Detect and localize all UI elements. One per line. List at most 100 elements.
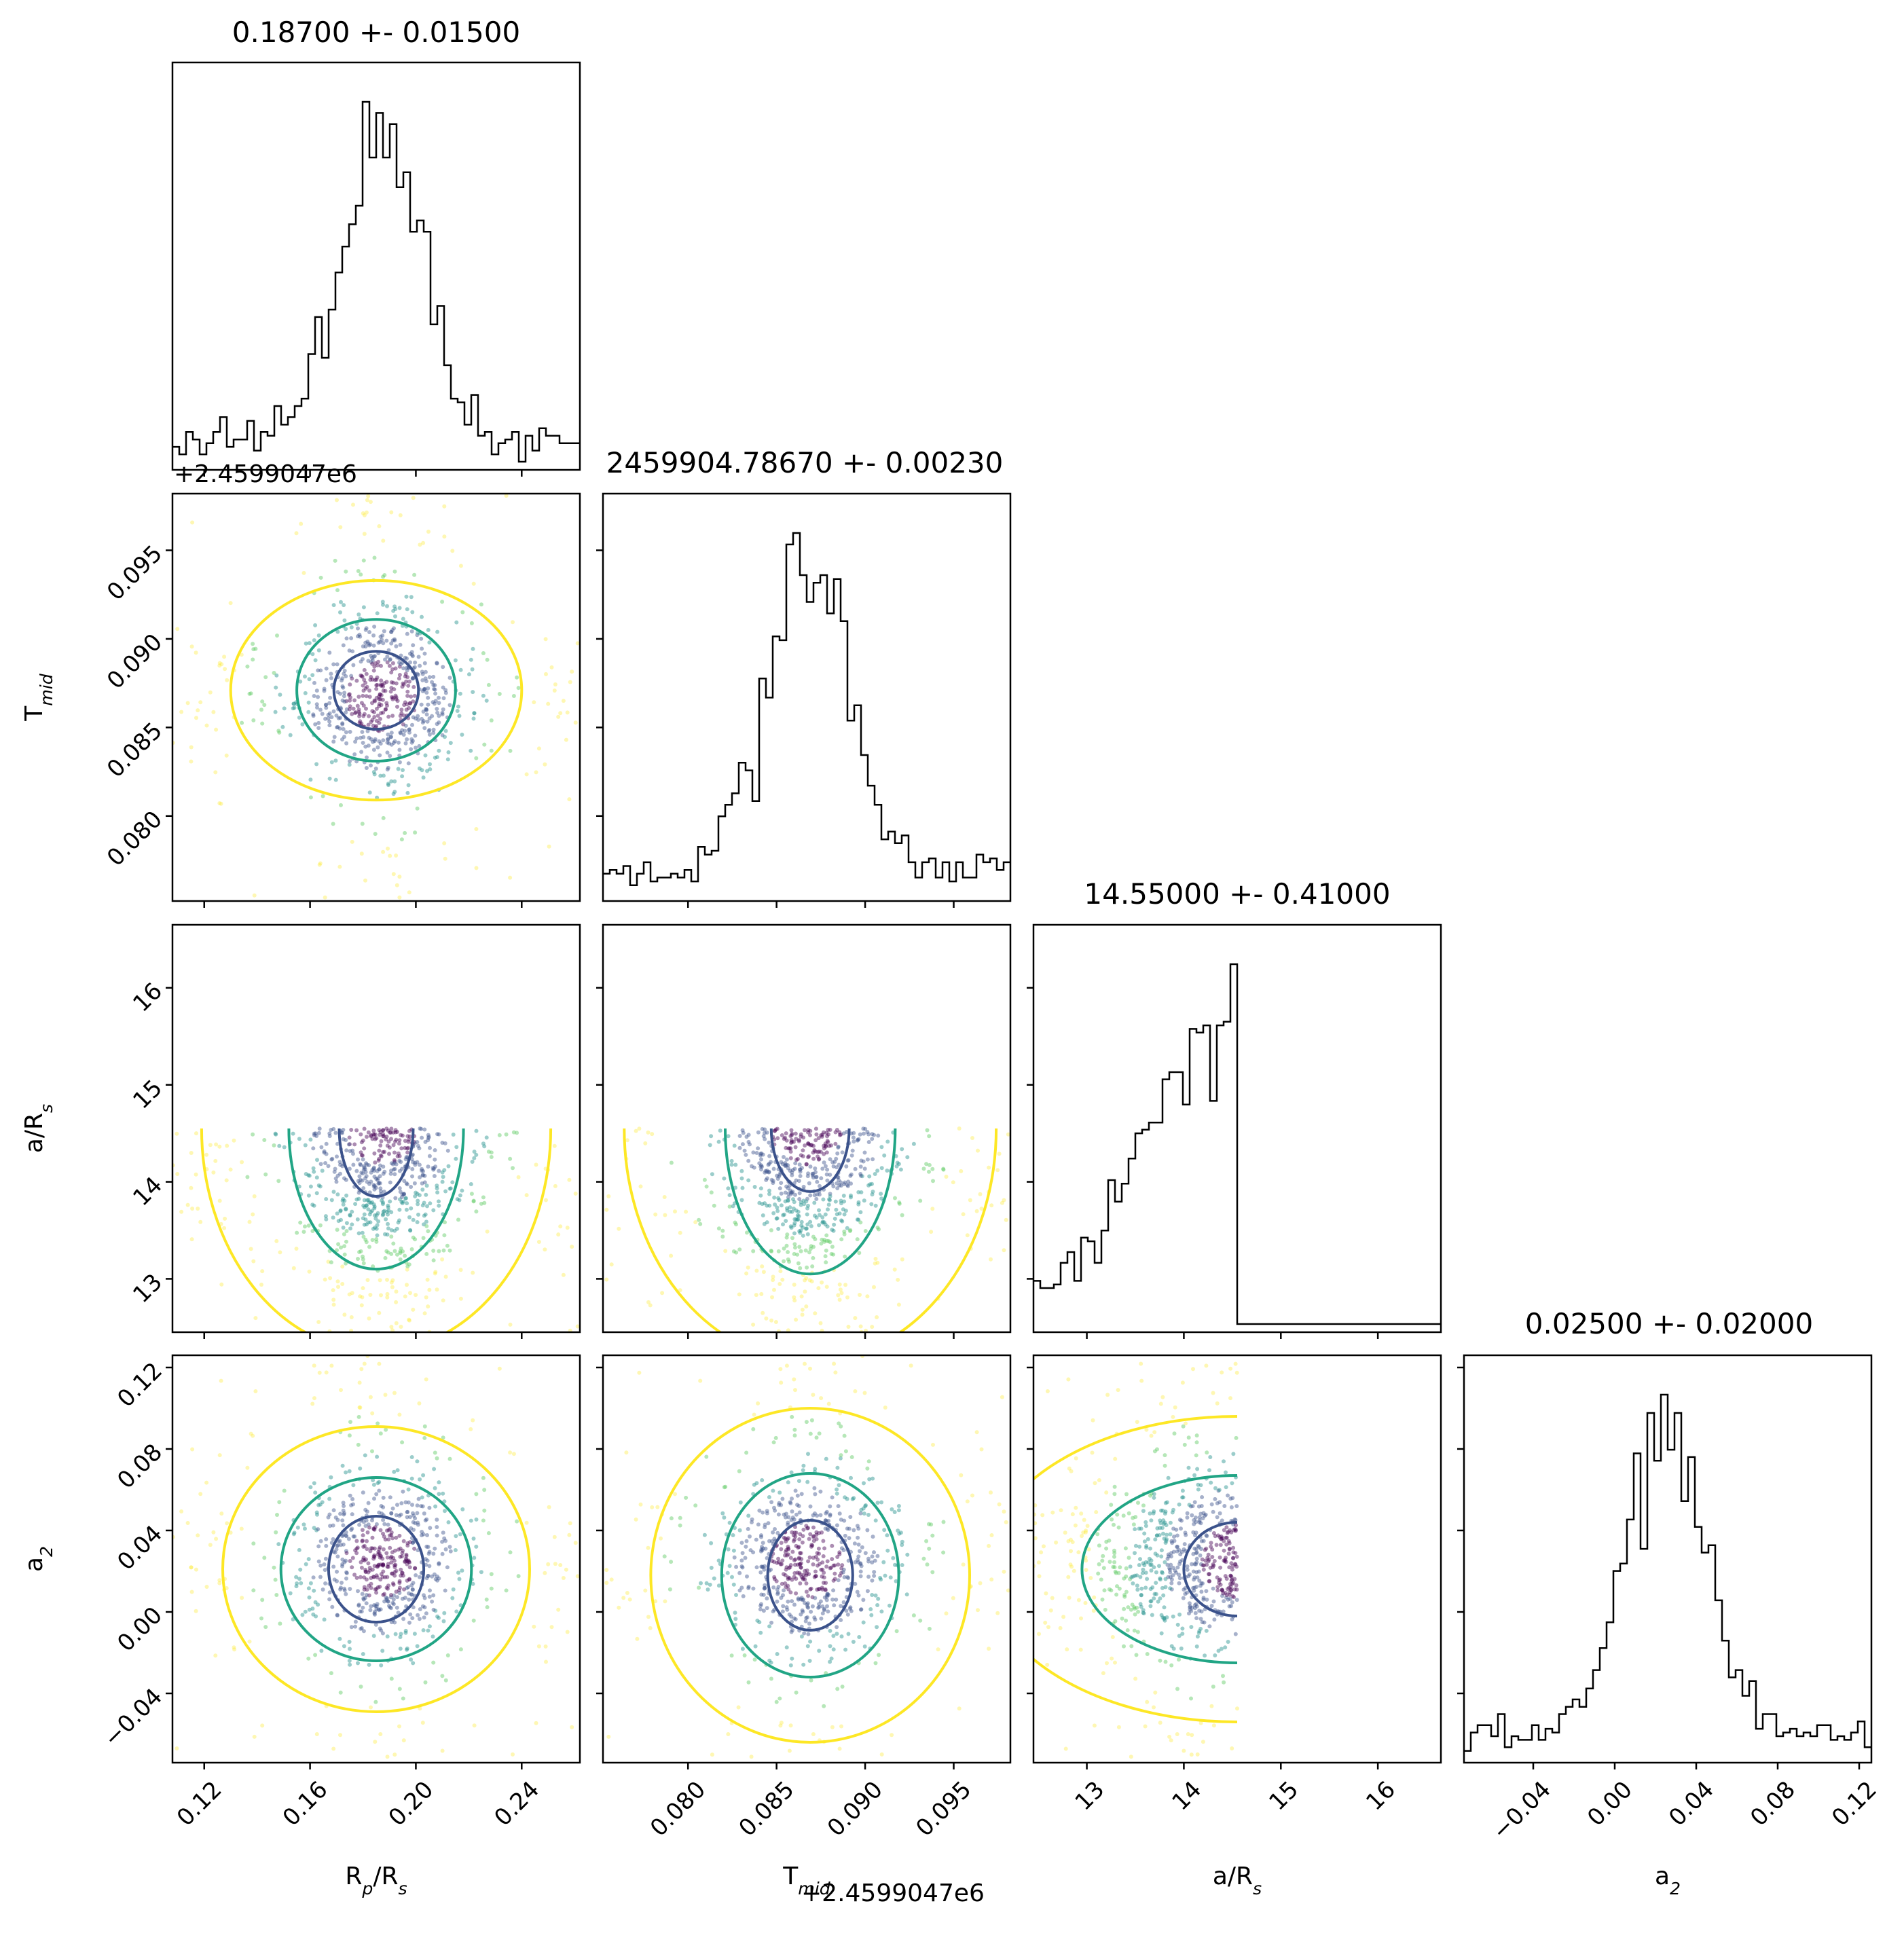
sample-point [386,1599,390,1604]
sample-point [359,1150,363,1155]
sample-point [839,1618,843,1622]
sample-point [1177,1634,1182,1638]
sample-point [321,1340,325,1344]
sample-point [1224,1577,1229,1581]
sample-point [423,669,428,674]
sample-point [361,689,366,693]
sample-point [406,1139,411,1144]
sample-point [1230,1594,1235,1598]
sample-point [442,1536,447,1541]
sample-point [989,1533,994,1537]
sample-point [798,1266,803,1270]
sample-point [1222,1680,1226,1685]
sample-point [1144,1543,1149,1548]
sample-point [354,1340,358,1344]
sample-point [389,629,394,634]
sample-point [1211,1685,1215,1689]
sample-point [338,1733,342,1738]
sample-point [364,1203,369,1208]
sample-point [318,1223,323,1228]
sample-point [873,1172,877,1176]
sample-point [837,1162,841,1167]
sample-point [822,1575,826,1580]
sample-point [1175,1545,1179,1549]
sample-point [1045,1662,1050,1667]
sample-point [422,1435,427,1440]
sample-point [763,1585,767,1590]
sample-point [354,736,359,741]
sample-point [360,1230,365,1235]
sample-point [375,1454,380,1459]
sample-point [351,502,355,507]
sample-point [403,1628,408,1633]
sample-point [772,1537,777,1541]
contours-3_1 [649,1407,971,1744]
sample-point [342,1588,347,1593]
sample-point [1193,1533,1197,1538]
sample-point [371,1165,376,1170]
sample-point [322,1562,327,1566]
sample-point [361,1167,366,1172]
sample-point [420,1604,425,1609]
sample-point [389,510,394,515]
sample-point [861,1620,866,1625]
sample-point [798,1551,803,1556]
sample-point [372,1169,377,1173]
sample-point [635,1636,640,1641]
sample-point [401,768,405,773]
sample-point [219,1511,224,1516]
sample-point [338,691,343,696]
sample-point [363,644,368,649]
sample-point [625,1591,629,1595]
sample-point [1183,1592,1188,1596]
sample-point [779,1160,784,1164]
sample-point [568,1328,572,1332]
sample-point [420,1203,425,1208]
sample-point [812,1200,817,1205]
sample-point [411,1605,416,1610]
sample-point [213,770,218,775]
sample-point [789,1518,794,1522]
sample-point [729,1162,734,1167]
sample-point [767,1539,771,1543]
sample-point [469,1182,473,1186]
sample-point [162,1217,166,1222]
sample-point [1194,1551,1198,1556]
sample-point [573,1191,578,1196]
sample-point [482,1488,487,1492]
sample-point [801,1340,805,1344]
sample-point [843,1180,847,1185]
sample-point [346,693,351,697]
sample-point [805,1644,810,1649]
sample-point [788,1224,793,1229]
sample-point [773,1508,777,1513]
sample-point [1182,1587,1186,1592]
sample-point [777,1282,782,1286]
sample-point [360,730,365,734]
sample-point [381,815,386,820]
sample-point [760,1545,764,1549]
sample-point [839,1566,844,1571]
sample-point [367,714,371,718]
sample-point [410,1167,415,1171]
sample-point [327,1340,331,1344]
sample-point [389,1340,393,1344]
sample-point [324,1217,329,1222]
sample-point [1128,1564,1133,1569]
sample-point [752,1482,756,1487]
sample-point [376,1564,380,1568]
sample-point [1145,1700,1150,1704]
sample-point [808,1639,813,1644]
sample-point [1002,1509,1006,1514]
sample-point [322,1150,327,1155]
sample-point [961,1562,966,1567]
sample-point [474,756,479,760]
sample-point [481,651,486,655]
sample-point [361,1138,365,1143]
sample-point [362,1543,367,1548]
sample-point [386,1139,391,1144]
sample-point [1112,1492,1117,1497]
sample-point [367,695,372,699]
sample-point [391,1597,396,1602]
sample-point [1233,1562,1238,1567]
